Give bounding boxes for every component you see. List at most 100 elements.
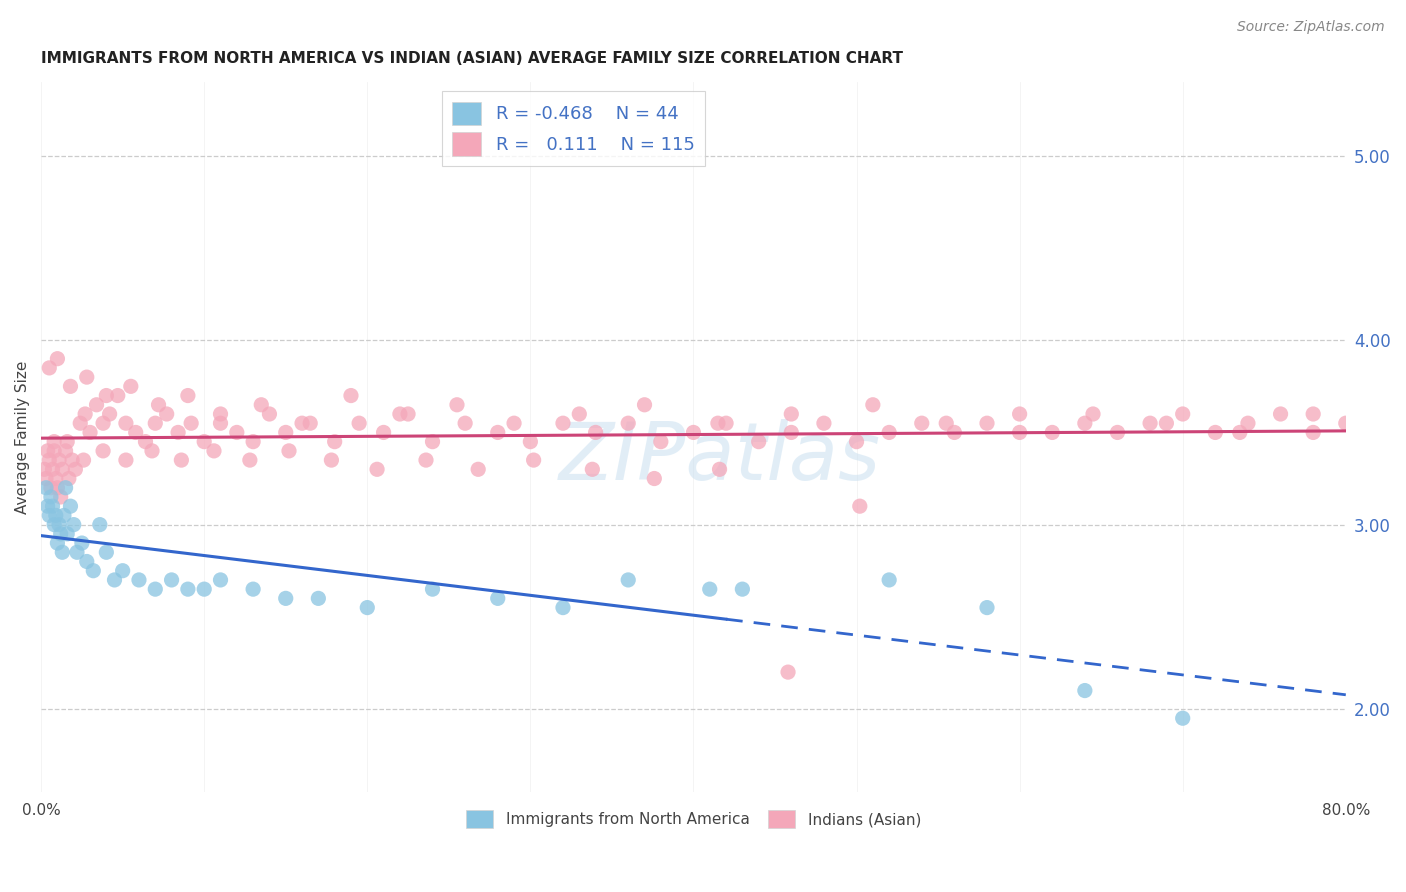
Point <box>617 416 640 430</box>
Point <box>46 536 69 550</box>
Point <box>714 416 737 430</box>
Point <box>35 481 58 495</box>
Point <box>143 416 166 430</box>
Point <box>1270 407 1292 421</box>
Point <box>48 517 70 532</box>
Point <box>877 425 900 440</box>
Point <box>239 453 262 467</box>
Point <box>193 434 215 449</box>
Point <box>731 582 754 596</box>
Point <box>75 407 97 421</box>
Point <box>321 453 343 467</box>
Point <box>49 490 72 504</box>
Point <box>682 425 704 440</box>
Point <box>209 407 232 421</box>
Point <box>134 434 156 449</box>
Y-axis label: Average Family Size: Average Family Size <box>15 360 30 514</box>
Point <box>1008 425 1031 440</box>
Point <box>813 416 835 430</box>
Point <box>519 434 541 449</box>
Point <box>56 434 79 449</box>
Point <box>486 425 509 440</box>
Point <box>643 471 665 485</box>
Point <box>1171 407 1194 421</box>
Point <box>1081 407 1104 421</box>
Point <box>65 462 87 476</box>
Point <box>274 591 297 606</box>
Point <box>38 360 60 375</box>
Point <box>422 434 444 449</box>
Point <box>55 443 77 458</box>
Point <box>503 416 526 430</box>
Point <box>347 416 370 430</box>
Point <box>62 517 84 532</box>
Point <box>44 434 66 449</box>
Point <box>148 398 170 412</box>
Point <box>76 370 98 384</box>
Point <box>193 582 215 596</box>
Point <box>45 471 67 485</box>
Point <box>202 443 225 458</box>
Point <box>72 453 94 467</box>
Point <box>125 425 148 440</box>
Point <box>160 573 183 587</box>
Point <box>37 443 59 458</box>
Point <box>551 416 574 430</box>
Point <box>454 416 477 430</box>
Point <box>388 407 411 421</box>
Text: Source: ZipAtlas.com: Source: ZipAtlas.com <box>1237 20 1385 34</box>
Point <box>98 407 121 421</box>
Point <box>76 554 98 568</box>
Point <box>446 398 468 412</box>
Point <box>709 462 731 476</box>
Point <box>41 499 63 513</box>
Point <box>86 398 108 412</box>
Point <box>776 665 799 679</box>
Legend: Immigrants from North America, Indians (Asian): Immigrants from North America, Indians (… <box>460 805 927 834</box>
Point <box>37 499 59 513</box>
Point <box>91 416 114 430</box>
Point <box>396 407 419 421</box>
Point <box>943 425 966 440</box>
Point <box>845 434 868 449</box>
Point <box>55 481 77 495</box>
Point <box>60 453 83 467</box>
Point <box>59 379 82 393</box>
Point <box>259 407 281 421</box>
Point <box>89 517 111 532</box>
Point <box>96 388 118 402</box>
Point <box>209 416 232 430</box>
Point <box>373 425 395 440</box>
Point <box>69 416 91 430</box>
Text: IMMIGRANTS FROM NORTH AMERICA VS INDIAN (ASIAN) AVERAGE FAMILY SIZE CORRELATION : IMMIGRANTS FROM NORTH AMERICA VS INDIAN … <box>41 51 903 66</box>
Point <box>523 453 546 467</box>
Point <box>415 453 437 467</box>
Point <box>299 416 322 430</box>
Point <box>242 582 264 596</box>
Point <box>617 573 640 587</box>
Point <box>780 407 803 421</box>
Point <box>41 462 63 476</box>
Point <box>34 462 56 476</box>
Point <box>44 517 66 532</box>
Point <box>91 443 114 458</box>
Point <box>128 573 150 587</box>
Point <box>1008 407 1031 421</box>
Point <box>935 416 957 430</box>
Point <box>82 564 104 578</box>
Point <box>177 582 200 596</box>
Point <box>581 462 603 476</box>
Point <box>167 425 190 440</box>
Point <box>366 462 388 476</box>
Point <box>551 600 574 615</box>
Point <box>748 434 770 449</box>
Point <box>225 425 247 440</box>
Point <box>66 545 89 559</box>
Point <box>291 416 314 430</box>
Point <box>52 508 75 523</box>
Point <box>44 443 66 458</box>
Point <box>51 545 73 559</box>
Point <box>143 582 166 596</box>
Point <box>156 407 179 421</box>
Point <box>707 416 730 430</box>
